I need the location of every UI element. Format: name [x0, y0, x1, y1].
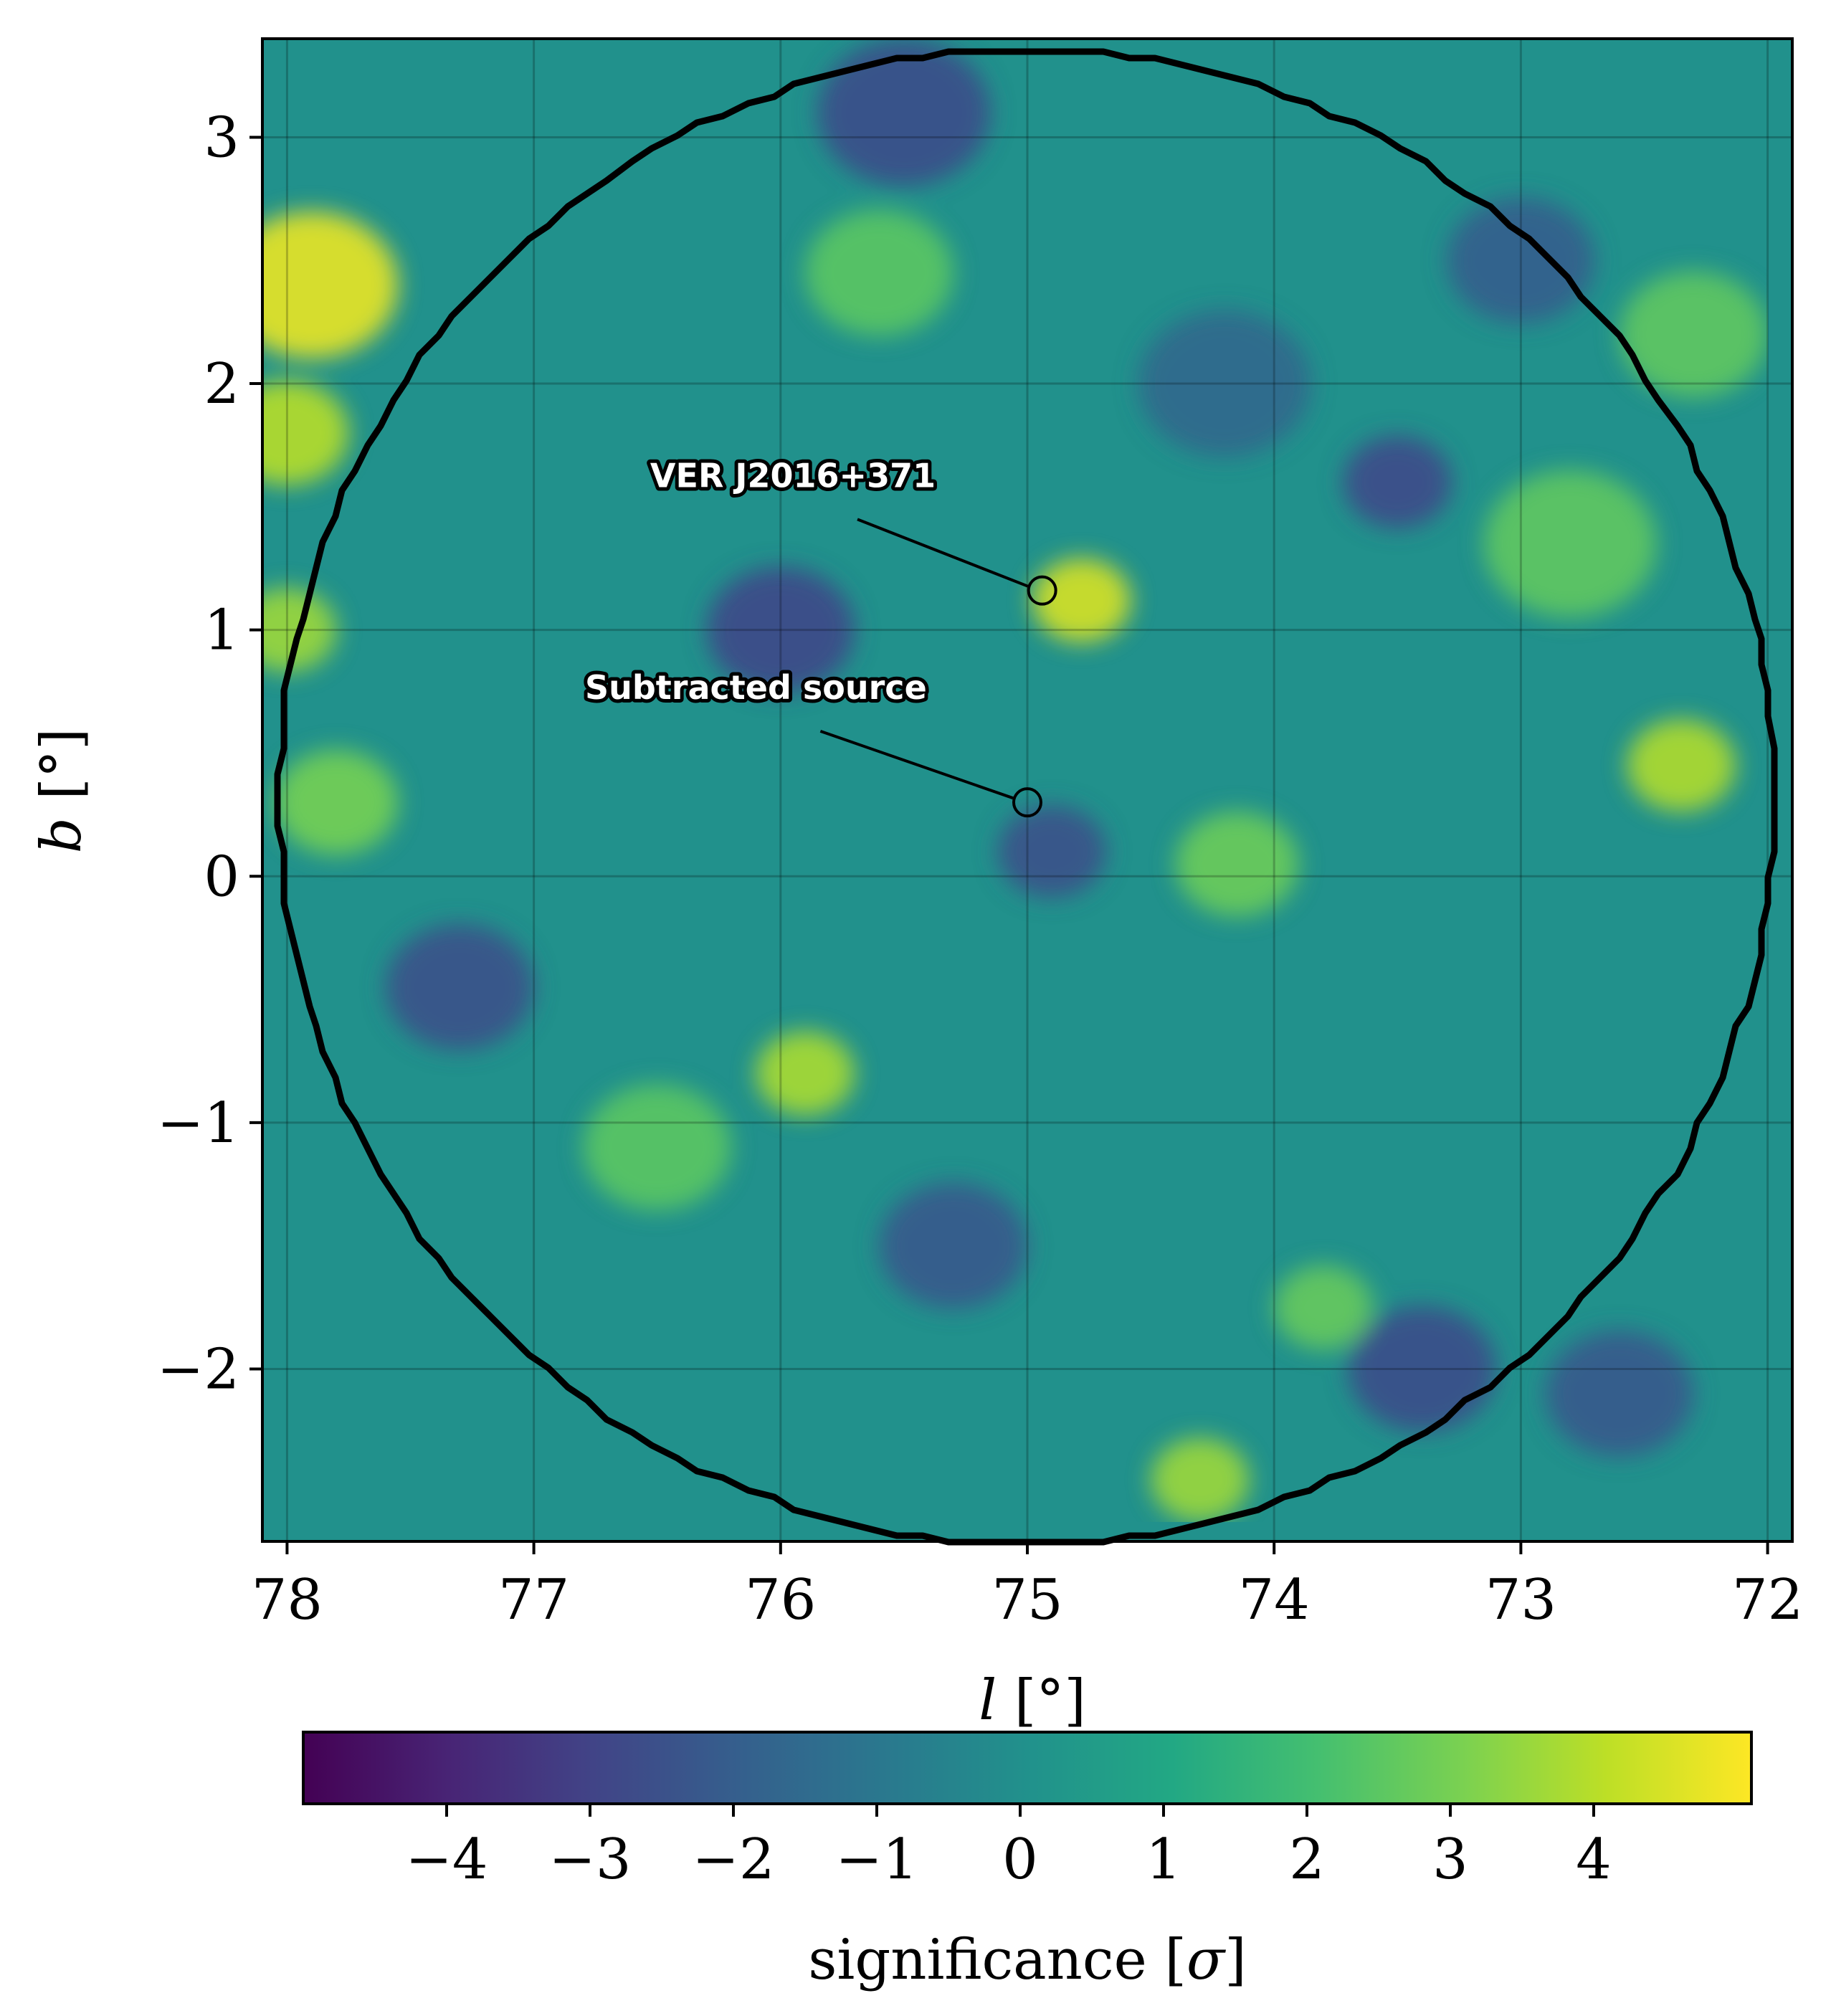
y-axis-label-unit: [°]	[29, 728, 94, 818]
heatmap-hotspot-21	[1447, 197, 1595, 324]
colorbar-tick-label-7: 3	[1432, 1827, 1468, 1892]
significance-heatmap	[262, 39, 1792, 1541]
x-axis-ticks: 78 77 76 75 74 73 72	[252, 1541, 1803, 1632]
x-tick-label-6: 72	[1732, 1568, 1803, 1632]
colorbar-ticks: −4 −3 −2 −1 0 1 2 3 4	[406, 1804, 1612, 1892]
colorbar-tick-label-6: 2	[1289, 1827, 1325, 1892]
source-label-0: VER J2016+371	[650, 456, 936, 495]
heatmap-hotspot-9	[1483, 470, 1657, 617]
heatmap-hotspot-17	[386, 924, 534, 1050]
colorbar-label-symbol: σ	[1186, 1928, 1226, 1992]
colorbar-tick-label-3: −1	[836, 1827, 918, 1892]
heatmap-hotspot-18	[1348, 1306, 1496, 1432]
colorbar-label: significance [σ]	[808, 1928, 1246, 1992]
colorbar-tick-label-0: −4	[406, 1827, 488, 1892]
heatmap-hotspot-14	[706, 566, 855, 693]
x-tick-label-4: 74	[1239, 1568, 1310, 1632]
colorbar: −4 −3 −2 −1 0 1 2 3 4 significance [σ]	[302, 1731, 1753, 1992]
colorbar-tick-label-1: −3	[549, 1827, 632, 1892]
heatmap-hotspot-0	[262, 211, 399, 358]
heatmap-hotspot-12	[583, 1084, 731, 1210]
y-axis-label-symbol: b	[29, 817, 94, 853]
heatmap-hotspot-6	[1151, 1437, 1250, 1522]
colorbar-tick-label-4: 0	[1002, 1827, 1038, 1892]
colorbar-tick-label-8: 4	[1576, 1827, 1612, 1892]
x-tick-label-3: 75	[991, 1568, 1062, 1632]
source-leader-line-0	[857, 518, 1029, 588]
heatmap-hotspot-23	[1138, 310, 1311, 457]
x-axis-label: l [°]	[979, 1668, 1086, 1733]
heatmap-hotspot-13	[1620, 271, 1768, 398]
heatmap-hotspot-16	[997, 805, 1107, 898]
heatmap-hotspot-1	[262, 380, 349, 485]
heatmap-hotspot-20	[879, 1182, 1027, 1309]
source-label-1: Subtracted source	[585, 668, 927, 707]
y-tick-label-5: −2	[157, 1337, 239, 1402]
x-axis-label-unit: [°]	[997, 1668, 1086, 1733]
colorbar-frame	[302, 1731, 1753, 1805]
exclusion-region-outline	[274, 48, 1778, 1546]
colorbar-label-main: significance [	[808, 1928, 1186, 1992]
plot-grid	[262, 39, 1792, 1541]
source-marker-1	[1012, 787, 1042, 818]
source-annotations: VER J2016+371 Subtracted source	[581, 452, 1057, 818]
colorbar-gradient	[303, 1732, 1751, 1804]
heatmap-hotspots	[262, 39, 1768, 1522]
heatmap-hotspot-8	[1175, 811, 1299, 917]
heatmap-hotspot-11	[1274, 1265, 1373, 1350]
x-tick-label-0: 78	[252, 1568, 323, 1632]
heatmap-hotspot-4	[756, 1031, 855, 1116]
colorbar-tick-label-2: −2	[693, 1827, 775, 1892]
y-axis-label: b [°]	[29, 728, 94, 854]
heatmap-hotspot-10	[805, 209, 953, 336]
x-tick-label-1: 77	[498, 1568, 569, 1632]
source-marker-0	[1027, 575, 1057, 606]
heatmap-hotspot-5	[1627, 719, 1736, 812]
y-tick-label-2: 1	[204, 599, 239, 663]
y-tick-label-0: 3	[204, 105, 239, 170]
x-tick-label-2: 76	[745, 1568, 816, 1632]
y-tick-label-1: 2	[204, 352, 239, 417]
colorbar-label-end: ]	[1224, 1928, 1246, 1992]
x-axis-label-symbol: l	[979, 1668, 997, 1733]
heatmap-hotspot-7	[275, 750, 399, 855]
source-leader-line-1	[819, 729, 1014, 800]
y-tick-label-3: 0	[204, 845, 239, 909]
colorbar-tick-label-5: 1	[1146, 1827, 1181, 1892]
x-tick-label-5: 73	[1485, 1568, 1556, 1632]
y-tick-label-4: −1	[157, 1091, 239, 1156]
heatmap-hotspot-15	[1343, 436, 1452, 528]
heatmap-hotspot-22	[1545, 1331, 1694, 1457]
heatmap-hotspot-3	[1032, 558, 1131, 642]
heatmap-hotspot-19	[817, 39, 991, 186]
y-axis-ticks: 3 2 1 0 −1 −2	[157, 105, 262, 1402]
